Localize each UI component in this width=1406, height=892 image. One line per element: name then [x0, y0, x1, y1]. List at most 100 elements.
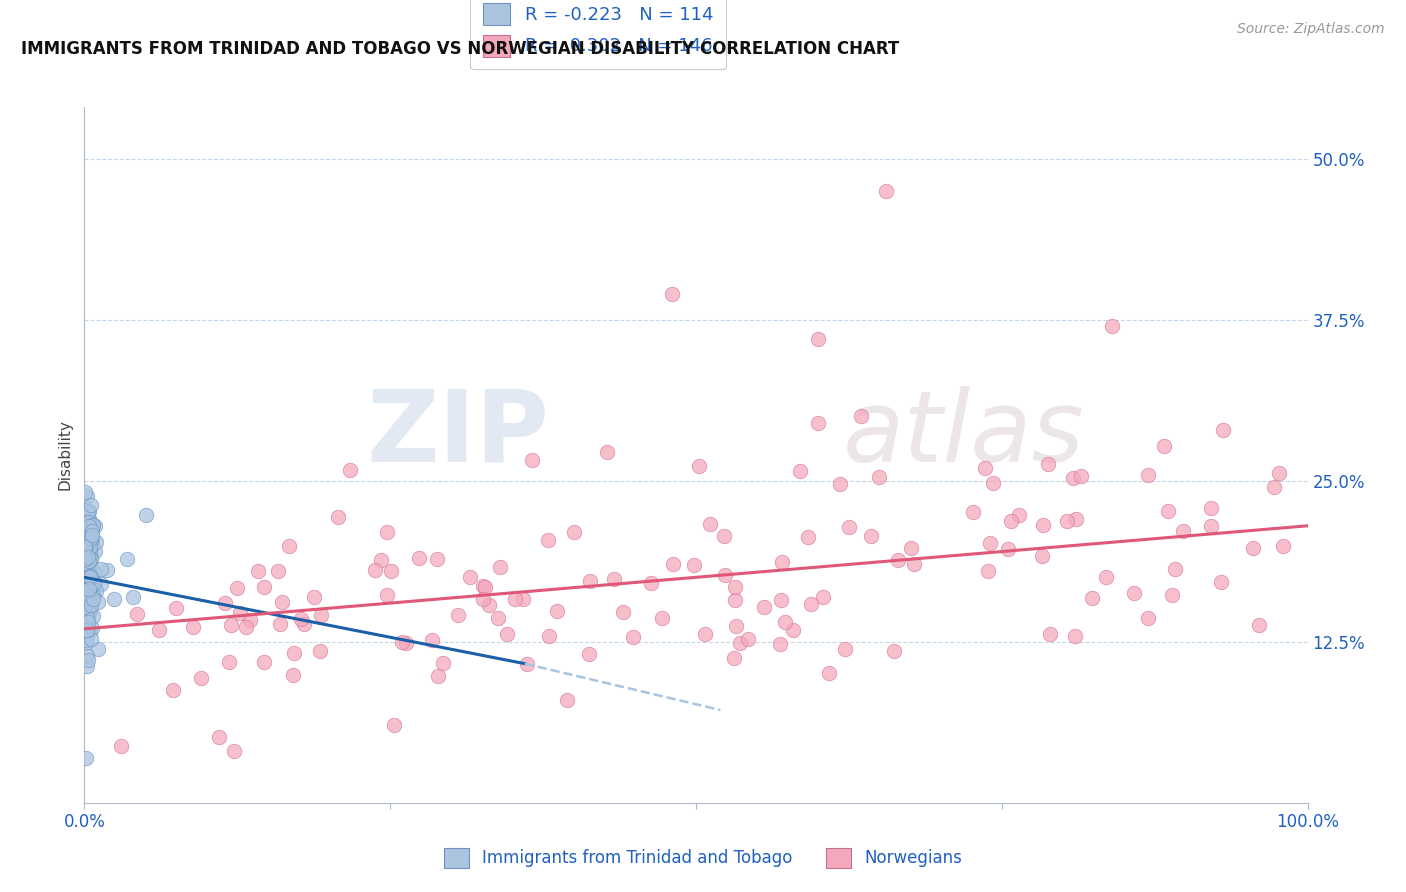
Point: [76, 582, 98, 597]
Point: [1160, 588, 1182, 602]
Point: [520, 453, 543, 467]
Point: [1247, 618, 1270, 632]
Point: [640, 575, 662, 590]
Text: ZIP: ZIP: [367, 385, 550, 483]
Point: [76, 573, 98, 587]
Point: [76, 558, 98, 572]
Point: [1173, 524, 1195, 538]
Point: [79, 518, 101, 533]
Point: [75, 556, 97, 570]
Point: [80, 498, 103, 512]
Point: [269, 617, 291, 632]
Text: atlas: atlas: [842, 385, 1084, 483]
Legend: Immigrants from Trinidad and Tobago, Norwegians: Immigrants from Trinidad and Tobago, Nor…: [437, 841, 969, 875]
Point: [80, 574, 103, 589]
Point: [87, 595, 110, 609]
Point: [77, 544, 100, 558]
Point: [752, 599, 775, 614]
Point: [75, 535, 97, 549]
Point: [380, 564, 402, 578]
Point: [96, 562, 118, 576]
Point: [903, 557, 925, 571]
Point: [76, 615, 98, 630]
Point: [77, 574, 100, 589]
Point: [869, 470, 891, 484]
Point: [562, 524, 585, 539]
Point: [281, 668, 304, 682]
Point: [595, 445, 617, 459]
Point: [76, 623, 98, 637]
Point: [817, 666, 839, 681]
Point: [76, 659, 98, 673]
Point: [447, 607, 470, 622]
Point: [621, 630, 644, 644]
Point: [80, 560, 103, 574]
Point: [79, 570, 101, 584]
Point: [80, 533, 103, 548]
Point: [77, 560, 100, 574]
Point: [219, 617, 242, 632]
Point: [76, 576, 98, 591]
Point: [110, 739, 132, 753]
Point: [77, 553, 100, 567]
Point: [73, 541, 96, 556]
Point: [79, 561, 101, 575]
Point: [77, 504, 100, 518]
Point: [713, 529, 735, 543]
Point: [1031, 549, 1053, 564]
Point: [82, 608, 104, 623]
Point: [328, 509, 350, 524]
Point: [76, 505, 98, 519]
Point: [79, 561, 101, 575]
Point: [90, 577, 112, 591]
Point: [1101, 319, 1123, 334]
Text: IMMIGRANTS FROM TRINIDAD AND TOBAGO VS NORWEGIAN DISABILITY CORRELATION CHART: IMMIGRANTS FROM TRINIDAD AND TOBAGO VS N…: [21, 40, 900, 58]
Point: [270, 595, 292, 609]
Point: [80, 598, 103, 612]
Point: [974, 461, 997, 475]
Point: [883, 644, 905, 658]
Point: [79, 632, 101, 646]
Point: [80, 532, 103, 546]
Point: [252, 580, 274, 594]
Point: [364, 563, 387, 577]
Point: [84, 535, 107, 549]
Point: [724, 593, 747, 607]
Point: [579, 574, 602, 589]
Point: [426, 552, 449, 566]
Point: [408, 550, 430, 565]
Point: [309, 607, 332, 622]
Point: [76, 574, 98, 588]
Point: [828, 477, 851, 491]
Point: [773, 615, 796, 629]
Point: [76, 489, 98, 503]
Point: [190, 671, 212, 685]
Point: [1008, 508, 1031, 523]
Point: [1064, 511, 1087, 525]
Point: [75, 628, 97, 642]
Point: [782, 623, 804, 637]
Point: [516, 657, 538, 672]
Point: [80, 567, 103, 582]
Point: [1263, 480, 1285, 494]
Point: [1094, 569, 1116, 583]
Point: [370, 553, 392, 567]
Point: [80, 579, 103, 593]
Point: [77, 582, 100, 597]
Point: [75, 750, 97, 764]
Point: [723, 651, 745, 665]
Point: [427, 669, 450, 683]
Point: [73, 540, 96, 554]
Point: [1039, 626, 1062, 640]
Point: [807, 332, 830, 346]
Point: [73, 560, 96, 574]
Point: [699, 517, 721, 532]
Point: [503, 592, 526, 607]
Point: [82, 524, 104, 538]
Point: [811, 590, 834, 604]
Point: [246, 564, 269, 578]
Point: [75, 582, 97, 597]
Point: [83, 576, 105, 591]
Point: [84, 519, 107, 533]
Point: [75, 535, 97, 549]
